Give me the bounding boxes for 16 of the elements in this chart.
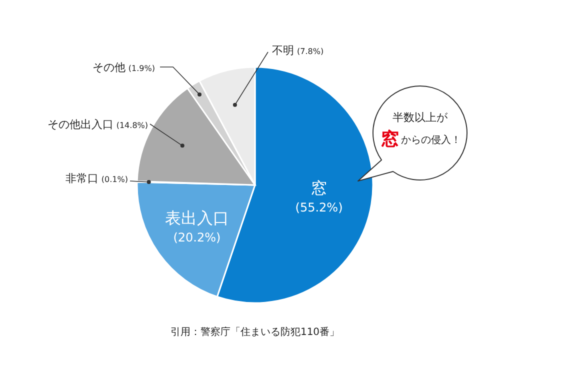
text: 窓 <box>381 129 399 150</box>
slice-label: 不明 <box>272 44 294 57</box>
text: からの侵入！ <box>401 134 461 146</box>
text: 半数以上が <box>392 111 448 124</box>
data-label: (7.8%) <box>297 47 324 56</box>
data-label: (20.2%) <box>173 230 221 245</box>
data-label: (55.2%) <box>295 200 343 215</box>
slice-label: 非常口 <box>65 172 98 185</box>
slice-label: その他 <box>92 61 126 74</box>
data-label: (0.1%) <box>101 175 128 184</box>
data-label: (14.8%) <box>116 121 148 130</box>
data-label: (1.9%) <box>128 64 155 73</box>
slice-label: 表出入口 <box>164 208 229 228</box>
text: 引用：警察庁「住まいる防犯110番」 <box>170 326 340 338</box>
slice-label: その他出入口 <box>47 118 114 131</box>
slice-label: 窓 <box>311 178 328 198</box>
